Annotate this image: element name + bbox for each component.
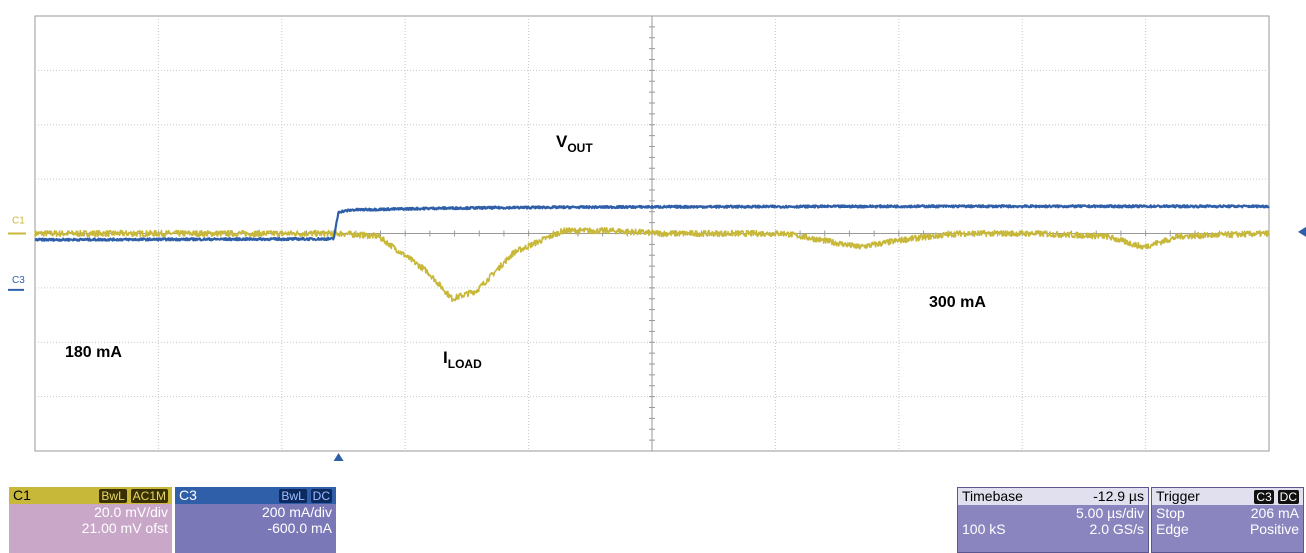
trigger-level-marker	[1298, 226, 1306, 237]
timebase-scale-row: 5.00 µs/div	[958, 505, 1148, 521]
annotations: VOUT ILOAD 180 mA 300 mA	[65, 132, 986, 371]
c3-scale-row: 200 mA/div	[175, 504, 336, 520]
timebase-scale: 5.00 µs/div	[1076, 505, 1144, 521]
timebase-panel[interactable]: Timebase -12.9 µs 5.00 µs/div 100 kS 2.0…	[957, 487, 1149, 553]
trigger-mode: Stop	[1156, 505, 1185, 521]
c3-bwl-badge: BwL	[279, 489, 307, 503]
scope-display: C1 C3 VOUT ILOAD 180 mA 300 mA	[8, 15, 1306, 461]
trigger-level: 206 mA	[1250, 505, 1299, 521]
trigger-panel[interactable]: Trigger C3 DC Stop 206 mA Edge Positive	[1151, 487, 1304, 553]
timebase-delay: -12.9 µs	[1093, 488, 1144, 504]
300ma-label: 300 mA	[929, 294, 986, 311]
channel-markers: C1 C3	[8, 216, 1306, 461]
trigger-header: Trigger C3 DC	[1152, 488, 1303, 505]
timebase-samples: 100 kS	[962, 521, 1006, 537]
timebase-rate: 2.0 GS/s	[1089, 521, 1144, 537]
c3-panel-label: C3	[179, 487, 197, 503]
vout-trace	[34, 227, 1270, 303]
trigger-slope: Positive	[1249, 521, 1299, 537]
timebase-header: Timebase -12.9 µs	[958, 488, 1148, 505]
c3-panel-header: C3 BwL DC	[175, 487, 336, 504]
c3-badges: BwL DC	[279, 487, 332, 504]
c1-scale: 20.0 mV/div	[94, 504, 168, 520]
trigger-label: Trigger	[1156, 488, 1200, 504]
180ma-label: 180 mA	[65, 344, 122, 361]
timebase-label: Timebase	[962, 488, 1023, 504]
c3-offset-row: -600.0 mA	[175, 520, 336, 536]
c1-panel-header: C1 BwL AC1M	[9, 487, 172, 504]
vout-label-sub: OUT	[567, 141, 593, 155]
iload-label: ILOAD	[443, 348, 482, 371]
c3-marker-label: C3	[12, 275, 25, 286]
c1-panel[interactable]: C1 BwL AC1M 20.0 mV/div 21.00 mV ofst	[9, 487, 172, 553]
trigger-mode-row: Stop 206 mA	[1152, 505, 1303, 521]
c3-coupling-badge: DC	[310, 489, 332, 503]
c1-coupling-badge: AC1M	[130, 489, 168, 503]
trigger-coupling-badge: DC	[1277, 490, 1299, 504]
c1-offset: 21.00 mV ofst	[81, 520, 168, 536]
iload-trace	[34, 204, 1270, 242]
c1-panel-label: C1	[13, 487, 31, 503]
c1-scale-row: 20.0 mV/div	[9, 504, 172, 520]
trigger-source-badge: C3	[1254, 490, 1274, 504]
c3-scale: 200 mA/div	[261, 504, 332, 520]
trigger-position-marker	[333, 453, 344, 461]
trigger-badges: C3 DC	[1254, 488, 1299, 505]
c3-panel[interactable]: C3 BwL DC 200 mA/div -600.0 mA	[175, 487, 336, 553]
traces	[34, 204, 1270, 303]
c1-marker-label: C1	[12, 216, 25, 227]
c3-offset: -600.0 mA	[267, 520, 332, 536]
iload-label-sub: LOAD	[448, 357, 482, 371]
timebase-sample-row: 100 kS 2.0 GS/s	[958, 521, 1148, 537]
c1-bwl-badge: BwL	[99, 489, 127, 503]
c1-offset-row: 21.00 mV ofst	[9, 520, 172, 536]
trigger-type: Edge	[1156, 521, 1189, 537]
vout-label: VOUT	[556, 132, 593, 155]
trigger-type-row: Edge Positive	[1152, 521, 1303, 537]
c1-badges: BwL AC1M	[99, 487, 168, 504]
